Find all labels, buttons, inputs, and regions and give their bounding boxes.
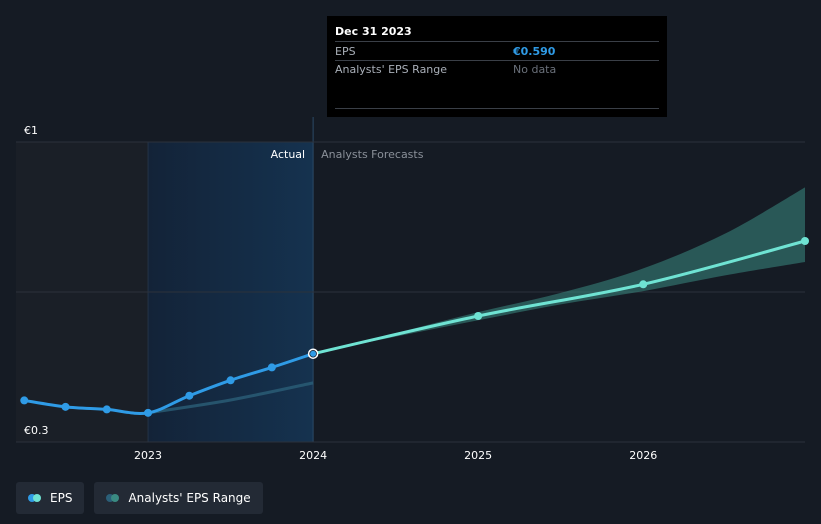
tooltip-row-eps: EPS €0.590 bbox=[335, 43, 659, 61]
eps-point-actual-2 bbox=[102, 405, 111, 414]
section-label-forecast: Analysts Forecasts bbox=[321, 148, 424, 161]
legend-eps-label: EPS bbox=[50, 491, 73, 505]
eps-point-actual-5 bbox=[226, 376, 235, 385]
tooltip-date: Dec 31 2023 bbox=[335, 24, 659, 42]
eps-point-actual-1 bbox=[61, 402, 70, 411]
tooltip-divider bbox=[335, 108, 659, 109]
x-tick-label-2023: 2023 bbox=[134, 449, 162, 462]
axis-labels: €1 €0.3 2023 2024 2025 2026 Actual Analysts For… bbox=[24, 124, 657, 462]
y-tick-label-1: €0.3 bbox=[24, 424, 49, 437]
eps-line-forecast bbox=[311, 239, 807, 356]
eps-point-actual-6 bbox=[267, 363, 276, 372]
x-tick-label-2026: 2026 bbox=[629, 449, 657, 462]
legend-range-label: Analysts' EPS Range bbox=[128, 491, 251, 505]
section-label-actual: Actual bbox=[271, 148, 305, 161]
eps-point-highlight-core bbox=[310, 350, 317, 357]
eps-point-forecast-3 bbox=[801, 237, 809, 245]
tooltip-eps-value: €0.590 bbox=[513, 45, 556, 58]
tooltip-range-label: Analysts' EPS Range bbox=[335, 63, 448, 76]
eps-range-band bbox=[313, 187, 805, 354]
tooltip-range-value: No data bbox=[513, 63, 557, 76]
eps-point-forecast-2 bbox=[639, 280, 648, 289]
tooltip-eps-label: EPS bbox=[335, 45, 356, 58]
eps-range-tail bbox=[147, 381, 314, 415]
eps-point-actual-3 bbox=[144, 408, 153, 417]
legend-item-range[interactable]: Analysts' EPS Range bbox=[94, 482, 263, 514]
eps-point-forecast-1 bbox=[474, 312, 483, 320]
x-tick-label-2024: 2024 bbox=[299, 449, 327, 462]
eps-point-actual-0 bbox=[20, 396, 29, 405]
range-dots-icon bbox=[106, 494, 120, 502]
y-tick-label-0: €1 bbox=[24, 124, 38, 137]
hover-tooltip: Dec 31 2023 EPS €0.590 Analysts' EPS Ran… bbox=[327, 16, 667, 117]
tooltip-row-range: Analysts' EPS Range No data bbox=[335, 61, 659, 78]
x-tick-label-2025: 2025 bbox=[464, 449, 492, 462]
eps-points bbox=[20, 237, 809, 417]
legend: EPS Analysts' EPS Range bbox=[16, 482, 263, 514]
eps-point-actual-4 bbox=[185, 391, 194, 400]
legend-item-eps[interactable]: EPS bbox=[16, 482, 85, 514]
gridlines bbox=[16, 141, 805, 443]
eps-dots-icon bbox=[28, 494, 42, 502]
eps-range-area bbox=[147, 187, 805, 415]
